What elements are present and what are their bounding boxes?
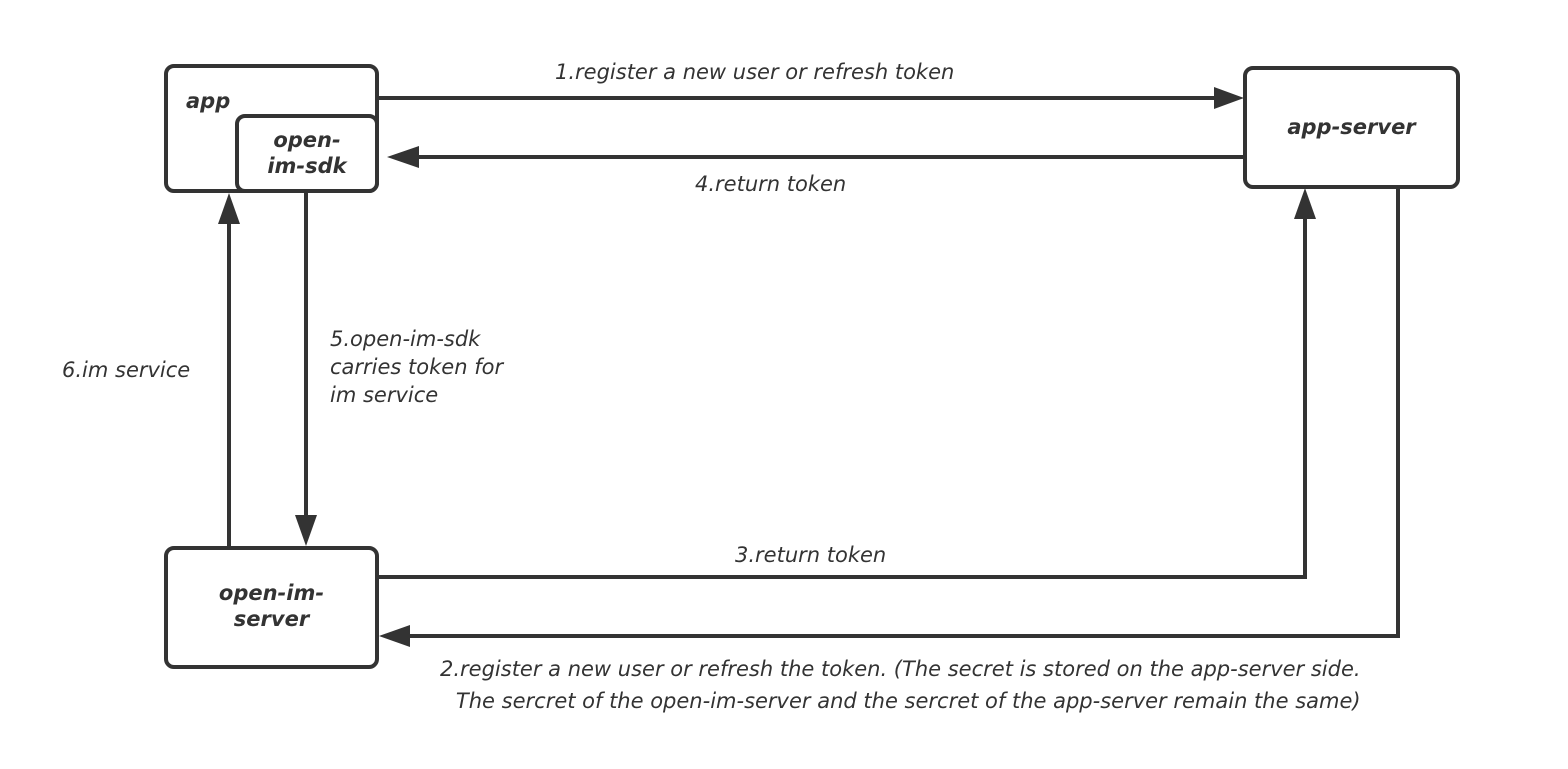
im-server-line-2: server <box>233 607 310 631</box>
edge-3-label: 3.return token <box>735 543 887 567</box>
edge-2-arrow <box>379 188 1400 647</box>
edge-5-line-2: carries token for <box>330 355 504 379</box>
edge-4-label: 4.return token <box>695 172 847 196</box>
open-im-sdk-box <box>235 114 379 193</box>
im-server-line-1: open-im- <box>218 581 325 605</box>
edge-1-label: 1.register a new user or refresh token <box>555 60 955 84</box>
edge-5-line-3: im service <box>330 383 439 407</box>
open-im-server-label: open-im- server <box>166 580 377 632</box>
edge-4-arrow <box>387 146 1244 168</box>
edge-2-line-1: 2.register a new user or refresh the tok… <box>440 657 1361 681</box>
app-server-box <box>1243 66 1460 189</box>
app-server-label: app-server <box>1287 115 1416 139</box>
edge-6-arrow <box>218 193 240 547</box>
sdk-line-2: im-sdk <box>267 154 347 178</box>
edge-2-label: 2.register a new user or refresh the tok… <box>440 653 1361 717</box>
edge-6-label: 6.im service <box>62 358 191 382</box>
edge-5-arrow <box>295 192 317 546</box>
open-im-sdk-label: open- im-sdk <box>237 127 377 179</box>
edge-5-label: 5.open-im-sdk carries token for im servi… <box>330 325 503 409</box>
edge-3-arrow <box>379 188 1316 579</box>
app-label: app <box>186 89 231 113</box>
open-im-server-box <box>164 546 379 669</box>
edge-2-line-2: The sercret of the open-im-server and th… <box>455 689 1361 713</box>
edge-1-arrow <box>379 87 1244 109</box>
edge-5-line-1: 5.open-im-sdk <box>330 327 481 351</box>
sdk-line-1: open- <box>273 128 341 152</box>
